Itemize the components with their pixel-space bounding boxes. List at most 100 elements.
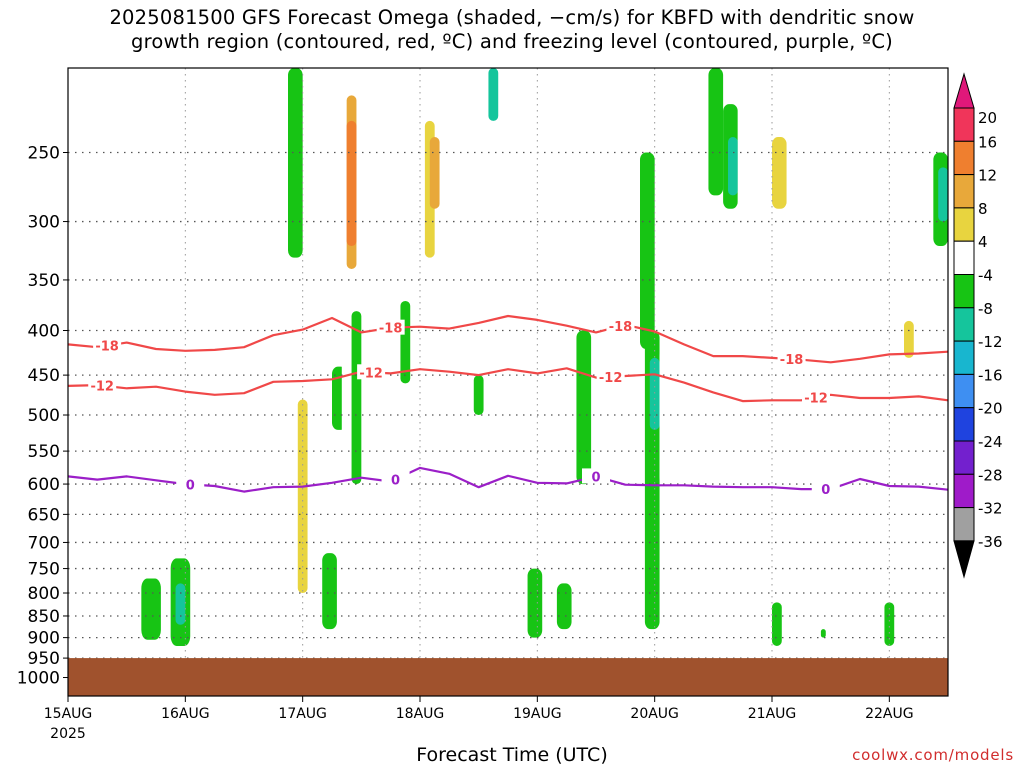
- contour-label: -12: [359, 366, 383, 381]
- contour-label: -18: [95, 340, 119, 355]
- contour-label: -18: [609, 320, 633, 335]
- colorbar-swatch: [953, 174, 975, 209]
- omega-cell: [581, 496, 596, 554]
- colorbar-swatch: [953, 407, 975, 442]
- y-tick-label: 650: [28, 505, 60, 525]
- contour-label-bg: [88, 377, 117, 393]
- omega-cell: [175, 583, 186, 625]
- contour-label-bg: [357, 364, 386, 380]
- omega-cell: [141, 578, 161, 640]
- omega-cell: [737, 68, 753, 222]
- x-tick-label: 16AUG: [161, 706, 210, 722]
- omega-cell: [640, 152, 655, 349]
- credit-link[interactable]: coolwx.com/models: [852, 746, 1014, 764]
- omega-cell: [297, 399, 308, 594]
- contour-label: -12: [599, 371, 623, 386]
- omega-cell: [82, 86, 93, 515]
- title-line-2: growth region (contoured, red, ºC) and f…: [131, 30, 893, 53]
- omega-cell: [508, 195, 523, 312]
- omega-cell: [820, 629, 826, 638]
- colorbar-label: -32: [978, 500, 1003, 518]
- contour-label-bg: [93, 337, 122, 353]
- x-tick-sublabel: 2025: [50, 726, 86, 742]
- omega-cell: [429, 137, 440, 209]
- omega-cell: [488, 68, 499, 121]
- omega-cell: [454, 399, 474, 458]
- colorbar-swatch: [953, 107, 975, 142]
- contour-label: -12: [90, 380, 114, 395]
- contour-label: 0: [186, 478, 195, 493]
- colorbar-swatch: [953, 140, 975, 176]
- omega-cell: [884, 602, 895, 646]
- colorbar-label: -24: [978, 433, 1003, 451]
- contour-label-bg: [582, 468, 610, 484]
- colorbar-swatch: [953, 307, 975, 342]
- omega-cell: [131, 167, 147, 400]
- y-tick-label: 350: [28, 271, 60, 291]
- colorbar-label: 20: [978, 109, 997, 127]
- contour-label: 0: [391, 473, 400, 488]
- x-tick-label: 19AUG: [513, 706, 562, 722]
- colorbar: 20 16 12 8 4 -4 -8 -12 -16 -20 -24 -28 -32 -36: [953, 72, 1003, 579]
- x-axis-label: Forecast Time (UTC): [416, 744, 608, 766]
- omega-cell: [659, 348, 675, 485]
- contour-label-bg: [811, 481, 840, 497]
- omega-cell: [889, 137, 900, 196]
- omega-cell: [346, 120, 357, 246]
- colorbar-swatch: [953, 473, 975, 509]
- colorbar-swatch: [953, 507, 975, 542]
- contour-label-bg: [606, 318, 635, 334]
- omega-cell: [684, 68, 709, 168]
- omega-cell: [884, 558, 900, 584]
- y-tick-label: 850: [28, 607, 60, 627]
- y-tick-label: 400: [28, 322, 60, 342]
- omega-cell: [556, 583, 572, 630]
- omega-cell: [752, 104, 768, 246]
- contour-label-bg: [381, 471, 410, 487]
- colorbar-swatch: [953, 373, 975, 409]
- contour-label: -18: [780, 353, 804, 368]
- colorbar-label: 12: [978, 167, 997, 185]
- y-tick-label: 300: [28, 213, 60, 233]
- contour-label-bg: [802, 389, 830, 405]
- y-tick-label: 500: [28, 406, 60, 426]
- contour-label: -18: [379, 322, 403, 337]
- contour-label-bg: [777, 351, 806, 367]
- omega-cell: [708, 68, 724, 196]
- colorbar-label: 16: [978, 133, 997, 151]
- contour-line: [67, 367, 949, 403]
- title-line-1: 2025081500 GFS Forecast Omega (shaded, −…: [109, 6, 915, 29]
- x-tick-label: 22AUG: [865, 706, 914, 722]
- omega-cell: [772, 602, 782, 646]
- omega-cell: [288, 68, 303, 258]
- x-tick-label: 20AUG: [630, 706, 679, 722]
- contour-label-bg: [176, 476, 205, 492]
- omega-cell: [351, 311, 362, 485]
- omega-cell: [850, 167, 870, 291]
- contour-label: -12: [804, 392, 828, 407]
- y-tick-label: 750: [28, 560, 60, 580]
- omega-cell: [860, 68, 875, 168]
- contour-label: 0: [591, 470, 600, 485]
- colorbar-label: 4: [978, 233, 988, 251]
- omega-cell: [825, 245, 851, 301]
- omega-cell: [527, 568, 543, 638]
- colorbar-bottom-arrow: [953, 540, 975, 579]
- colorbar-label: -28: [978, 466, 1003, 484]
- x-tick-label: 18AUG: [396, 706, 445, 722]
- colorbar-swatch: [953, 340, 975, 375]
- omega-cell: [454, 152, 469, 222]
- colorbar-top-arrow: [953, 72, 975, 109]
- colorbar-label: -8: [978, 300, 993, 318]
- chart-title: 2025081500 GFS Forecast Omega (shaded, −…: [0, 6, 1024, 54]
- colorbar-label: -4: [978, 267, 993, 285]
- omega-cell: [772, 137, 787, 209]
- omega-cell: [796, 593, 807, 630]
- omega-cell: [913, 68, 929, 138]
- y-tick-label: 700: [28, 533, 60, 553]
- omega-cell: [576, 330, 592, 485]
- omega-cell: [938, 167, 948, 222]
- ground-fill: [68, 658, 948, 696]
- colorbar-swatch: [953, 207, 975, 242]
- colorbar-swatch: [953, 240, 975, 275]
